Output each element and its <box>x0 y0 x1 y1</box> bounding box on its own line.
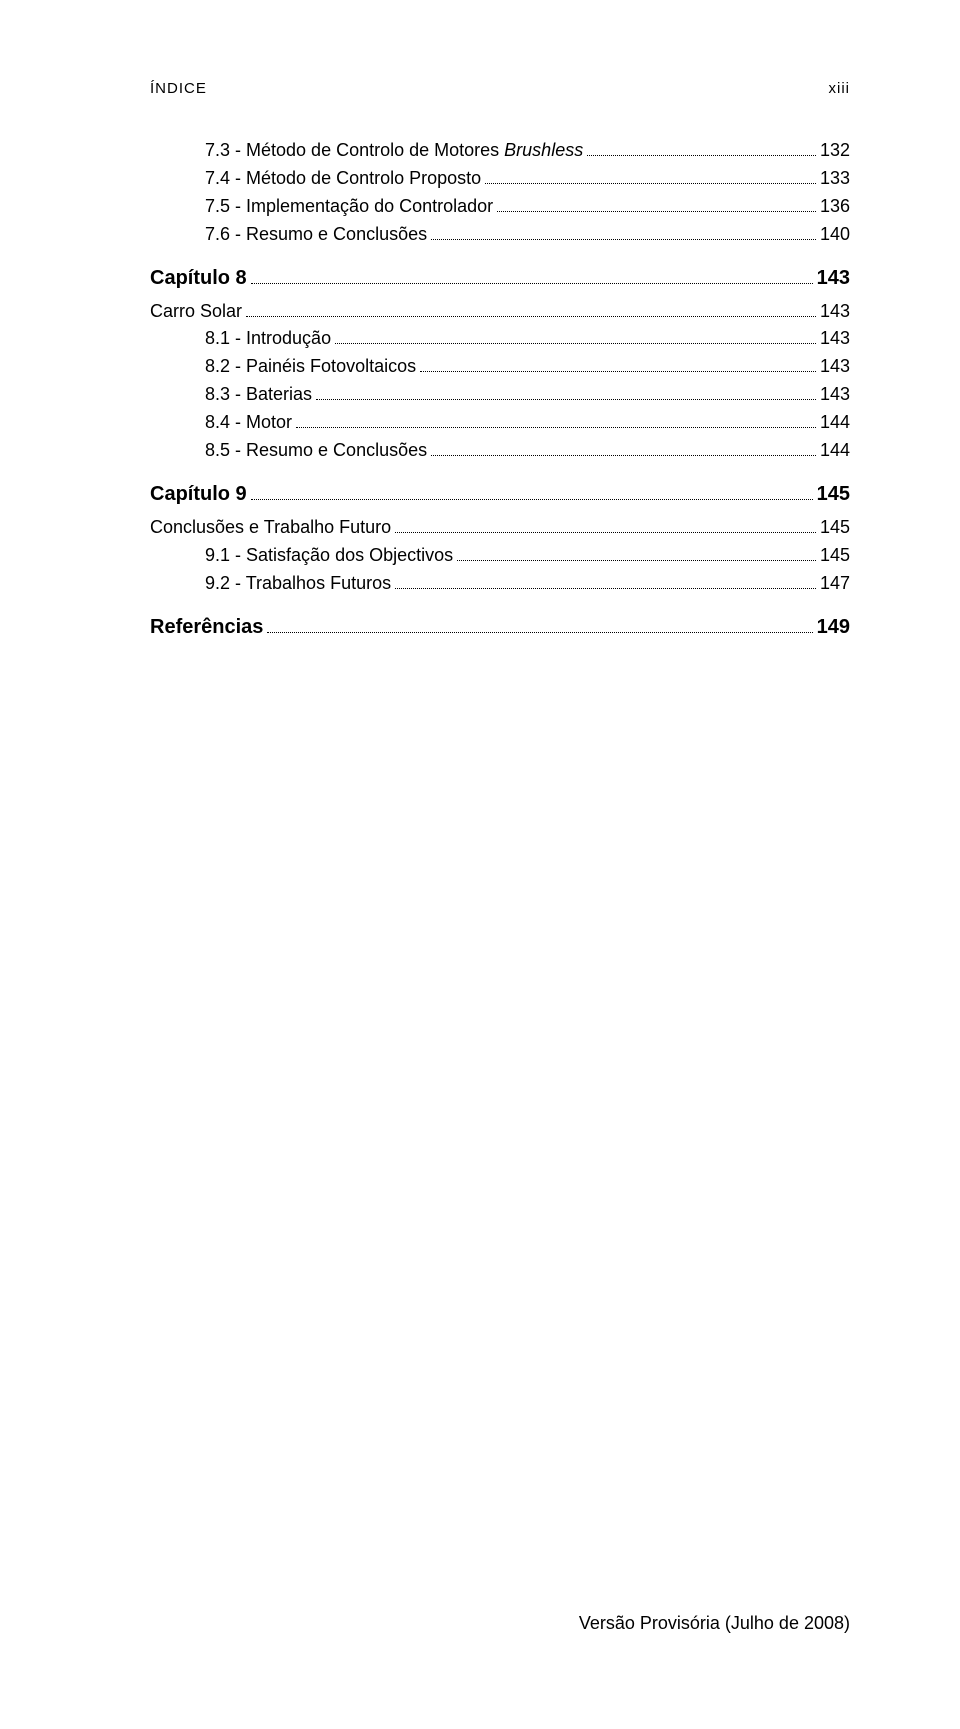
toc-entry: 9.2 - Trabalhos Futuros 147 <box>150 570 850 598</box>
toc-label: 7.4 - Método de Controlo Proposto <box>205 165 481 193</box>
header-left: ÍNDICE <box>150 80 207 97</box>
toc-page-number: 145 <box>820 514 850 542</box>
toc-label: 7.6 - Resumo e Conclusões <box>205 221 427 249</box>
toc-leader-dots <box>485 169 816 184</box>
toc-entry: Referências 149 <box>150 612 850 643</box>
toc-page-number: 143 <box>820 381 850 409</box>
toc-entry: Carro Solar 143 <box>150 298 850 326</box>
toc-label: 8.4 - Motor <box>205 409 292 437</box>
toc-page-number: 144 <box>820 409 850 437</box>
toc-entry: 8.3 - Baterias 143 <box>150 381 850 409</box>
toc-page-number: 136 <box>820 193 850 221</box>
page-header: ÍNDICE xiii <box>150 80 850 97</box>
footer-text: Versão Provisória (Julho de 2008) <box>579 1613 850 1634</box>
toc-label: 9.1 - Satisfação dos Objectivos <box>205 542 453 570</box>
toc-label-pre: Referências <box>150 616 263 638</box>
toc-label-pre: Conclusões e Trabalho Futuro <box>150 517 391 537</box>
toc-label-pre: 8.4 - Motor <box>205 412 292 432</box>
toc-entry: 8.2 - Painéis Fotovoltaicos 143 <box>150 353 850 381</box>
toc-entry: Conclusões e Trabalho Futuro 145 <box>150 514 850 542</box>
toc-label-pre: 9.2 - Trabalhos Futuros <box>205 573 391 593</box>
toc-entry: 7.3 - Método de Controlo de Motores Brus… <box>150 137 850 165</box>
toc-leader-dots <box>267 616 812 633</box>
toc-leader-dots <box>497 196 816 211</box>
toc-page-number: 143 <box>820 325 850 353</box>
toc-label: Conclusões e Trabalho Futuro <box>150 514 391 542</box>
toc-entry: 8.1 - Introdução 143 <box>150 325 850 353</box>
toc-label-pre: Capítulo 8 <box>150 267 247 289</box>
toc-label: Carro Solar <box>150 298 242 326</box>
toc-page-number: 143 <box>820 353 850 381</box>
toc-label-pre: 7.3 - Método de Controlo de Motores <box>205 140 504 160</box>
toc-leader-dots <box>246 301 816 316</box>
toc-label-pre: 8.3 - Baterias <box>205 384 312 404</box>
toc-label: 7.5 - Implementação do Controlador <box>205 193 493 221</box>
toc-page-number: 145 <box>817 479 850 510</box>
toc-leader-dots <box>316 385 816 400</box>
toc-label: Capítulo 8 <box>150 263 247 294</box>
toc-entry: 8.5 - Resumo e Conclusões 144 <box>150 437 850 465</box>
toc-leader-dots <box>335 329 816 344</box>
toc-label: 8.3 - Baterias <box>205 381 312 409</box>
toc-label: 9.2 - Trabalhos Futuros <box>205 570 391 598</box>
toc-label-pre: 9.1 - Satisfação dos Objectivos <box>205 545 453 565</box>
toc-leader-dots <box>395 573 816 588</box>
toc-page-number: 149 <box>817 612 850 643</box>
toc-leader-dots <box>457 545 816 560</box>
header-right: xiii <box>829 80 851 97</box>
toc-leader-dots <box>395 518 816 533</box>
toc-page-number: 143 <box>820 298 850 326</box>
toc-label-pre: 7.6 - Resumo e Conclusões <box>205 224 427 244</box>
toc-label: Referências <box>150 612 263 643</box>
table-of-contents: 7.3 - Método de Controlo de Motores Brus… <box>150 137 850 643</box>
toc-leader-dots <box>420 357 816 372</box>
toc-page-number: 140 <box>820 221 850 249</box>
toc-label: 8.5 - Resumo e Conclusões <box>205 437 427 465</box>
toc-page-number: 143 <box>817 263 850 294</box>
toc-page-number: 147 <box>820 570 850 598</box>
toc-page-number: 133 <box>820 165 850 193</box>
toc-label-italic: Brushless <box>504 140 583 160</box>
toc-leader-dots <box>296 413 816 428</box>
toc-label: 7.3 - Método de Controlo de Motores Brus… <box>205 137 583 165</box>
toc-label-pre: 7.5 - Implementação do Controlador <box>205 196 493 216</box>
toc-label-pre: 8.2 - Painéis Fotovoltaicos <box>205 356 416 376</box>
toc-leader-dots <box>587 141 816 156</box>
toc-leader-dots <box>431 441 816 456</box>
toc-page-number: 132 <box>820 137 850 165</box>
toc-entry: Capítulo 8 143 <box>150 263 850 294</box>
toc-entry: 7.4 - Método de Controlo Proposto 133 <box>150 165 850 193</box>
toc-label-pre: 8.5 - Resumo e Conclusões <box>205 440 427 460</box>
toc-leader-dots <box>251 267 813 284</box>
toc-label: Capítulo 9 <box>150 479 247 510</box>
toc-entry: 7.5 - Implementação do Controlador 136 <box>150 193 850 221</box>
page: ÍNDICE xiii 7.3 - Método de Controlo de … <box>0 0 960 1729</box>
toc-label-pre: Capítulo 9 <box>150 483 247 505</box>
toc-label-pre: 7.4 - Método de Controlo Proposto <box>205 168 481 188</box>
toc-entry: Capítulo 9 145 <box>150 479 850 510</box>
toc-label-pre: 8.1 - Introdução <box>205 328 331 348</box>
toc-entry: 8.4 - Motor 144 <box>150 409 850 437</box>
toc-label: 8.2 - Painéis Fotovoltaicos <box>205 353 416 381</box>
toc-leader-dots <box>251 483 813 500</box>
toc-page-number: 145 <box>820 542 850 570</box>
toc-leader-dots <box>431 224 816 239</box>
toc-label-pre: Carro Solar <box>150 301 242 321</box>
toc-label: 8.1 - Introdução <box>205 325 331 353</box>
toc-page-number: 144 <box>820 437 850 465</box>
toc-entry: 7.6 - Resumo e Conclusões 140 <box>150 221 850 249</box>
toc-entry: 9.1 - Satisfação dos Objectivos 145 <box>150 542 850 570</box>
